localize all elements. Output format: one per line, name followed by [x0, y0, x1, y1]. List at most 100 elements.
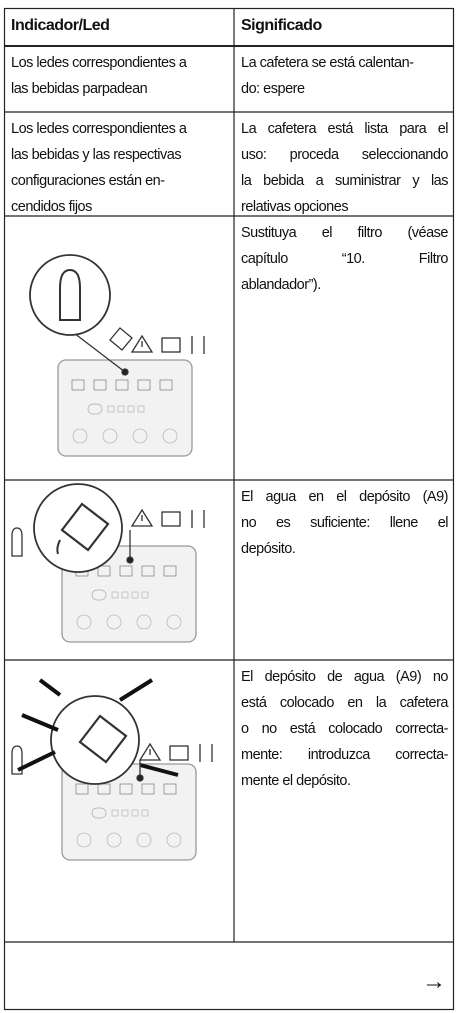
- drawing: [59, 268, 81, 321]
- drawing: [97, 565, 111, 577]
- next-arrow: →: [422, 968, 446, 995]
- text-line: depósito.: [241, 541, 296, 557]
- drawing: [136, 614, 152, 630]
- text-line: Los ledes correspondientes a: [11, 121, 187, 137]
- text-line: las bebidas parpadean: [11, 81, 148, 97]
- drawing: [159, 379, 173, 391]
- illustrations: [11, 254, 213, 861]
- drawing: [121, 368, 129, 376]
- drawing: [166, 614, 182, 630]
- drawing: [97, 783, 111, 795]
- drawing: [21, 713, 59, 732]
- indicator-cell: Los ledes correspondientes a las bebidas …: [11, 116, 231, 220]
- text-line: ablandador”).: [241, 277, 321, 293]
- drawing: [199, 744, 213, 762]
- drawing: [126, 556, 134, 564]
- drawing: [29, 254, 111, 336]
- drawing: [136, 832, 152, 848]
- drawing: [132, 428, 148, 444]
- drawing: [161, 337, 181, 353]
- meaning-cell: El agua en el depósito (A9) no es suficie…: [241, 484, 449, 562]
- drawing: [191, 336, 205, 354]
- drawing: [76, 832, 92, 848]
- text-line: El depósito de agua (A9) no: [241, 669, 449, 685]
- drawing: [11, 527, 23, 557]
- drawing: [106, 832, 122, 848]
- drawing: [33, 483, 123, 573]
- drawing: [107, 405, 115, 413]
- drawing: [72, 428, 88, 444]
- text-line: El agua en el depósito (A9): [241, 489, 449, 505]
- drawing: [191, 510, 205, 528]
- drawing: [111, 809, 119, 817]
- drawing: [93, 379, 107, 391]
- drawing: [127, 405, 135, 413]
- text-line: relativas opciones: [241, 199, 349, 215]
- drawing: [130, 508, 154, 527]
- drawing: [138, 742, 162, 761]
- text-line: Significado: [241, 17, 322, 34]
- text-line: mente el depósito.: [241, 773, 351, 789]
- drawing: [131, 591, 139, 599]
- text-line: cendidos fijos: [11, 199, 92, 215]
- drawing: [141, 783, 155, 795]
- drawing: [115, 379, 129, 391]
- meaning-cell: El depósito de agua (A9) no está colocado…: [241, 664, 449, 794]
- text-line: Indicador/Led: [11, 17, 110, 34]
- drawing: [163, 783, 177, 795]
- drawing: [119, 783, 133, 795]
- drawing: [76, 614, 92, 630]
- drawing: [17, 750, 56, 772]
- drawing: [130, 334, 154, 353]
- text-line: las bebidas y las respectivas: [11, 147, 182, 163]
- drawing: [137, 379, 151, 391]
- text-line: está colocado en la cafetera: [241, 695, 449, 711]
- drawing: [111, 591, 119, 599]
- text-line: o no está colocado correcta-: [241, 721, 449, 737]
- drawing: [11, 745, 23, 775]
- drawing: [141, 591, 149, 599]
- drawing: [119, 565, 133, 577]
- drawing: [121, 809, 129, 817]
- text-line: no es suficiente: llene el: [241, 515, 449, 531]
- drawing: [163, 565, 177, 577]
- text-line: capítulo “10. Filtro: [241, 251, 449, 267]
- drawing: [75, 783, 89, 795]
- text-line: La cafetera está lista para el: [241, 121, 449, 137]
- text-line: uso: proceda seleccionando: [241, 147, 449, 163]
- drawing: [69, 329, 126, 373]
- drawing: [161, 511, 181, 527]
- drawing: [141, 809, 149, 817]
- drawing: [57, 359, 193, 457]
- indicator-cell: Los ledes correspondientes a las bebidas …: [11, 50, 231, 102]
- drawing: [141, 565, 155, 577]
- header-cell: Indicador/Led: [11, 13, 221, 39]
- drawing: [102, 428, 118, 444]
- meaning-cell: Sustituya el filtro (véase capítulo “10. …: [241, 220, 449, 298]
- table-border: [3, 7, 455, 1011]
- text-line: do: espere: [241, 81, 305, 97]
- text-line: Los ledes correspondientes a: [11, 55, 187, 71]
- drawing: [121, 591, 129, 599]
- drawing: [137, 405, 145, 413]
- header-cell: Significado: [241, 13, 451, 39]
- drawing: [50, 695, 140, 785]
- drawing: [78, 714, 128, 764]
- drawing: [60, 502, 110, 552]
- drawing: [109, 327, 133, 351]
- drawing: [56, 539, 61, 555]
- text-line: La cafetera se está calentan-: [241, 55, 414, 71]
- drawing: [71, 379, 85, 391]
- drawing: [169, 745, 189, 761]
- drawing: [118, 678, 154, 702]
- drawing: [139, 763, 179, 777]
- text-line: mente: introduzca correcta-: [241, 747, 449, 763]
- drawing: [166, 832, 182, 848]
- drawing: [91, 807, 107, 819]
- text-line: la bebida a suministrar y las: [241, 173, 449, 189]
- drawing: [162, 428, 178, 444]
- drawing: [117, 405, 125, 413]
- drawing: [136, 774, 144, 782]
